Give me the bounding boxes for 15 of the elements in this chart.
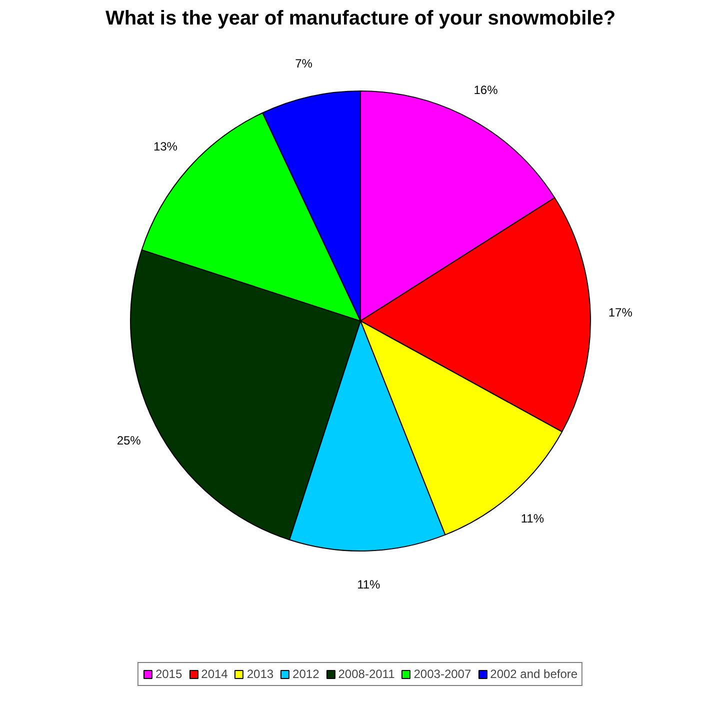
data-label: 17%	[608, 306, 633, 320]
legend-label: 2002 and before	[490, 667, 578, 681]
data-label: 11%	[357, 577, 381, 592]
data-label: 13%	[153, 140, 178, 154]
legend-label: 2012	[292, 667, 320, 681]
legend-label: 2015	[155, 667, 182, 681]
data-label: 25%	[116, 434, 142, 448]
data-label: 11%	[520, 512, 544, 526]
legend-label: 2008-2011	[338, 667, 395, 681]
data-label: 16%	[474, 82, 498, 97]
chart-title: What is the year of manufacture of your snowmobile?	[105, 8, 616, 30]
legend-label: 2013	[246, 667, 274, 681]
legend-label: 2003-2007	[414, 667, 472, 681]
legend-label: 2014	[201, 667, 228, 681]
data-label: 7%	[295, 56, 313, 71]
